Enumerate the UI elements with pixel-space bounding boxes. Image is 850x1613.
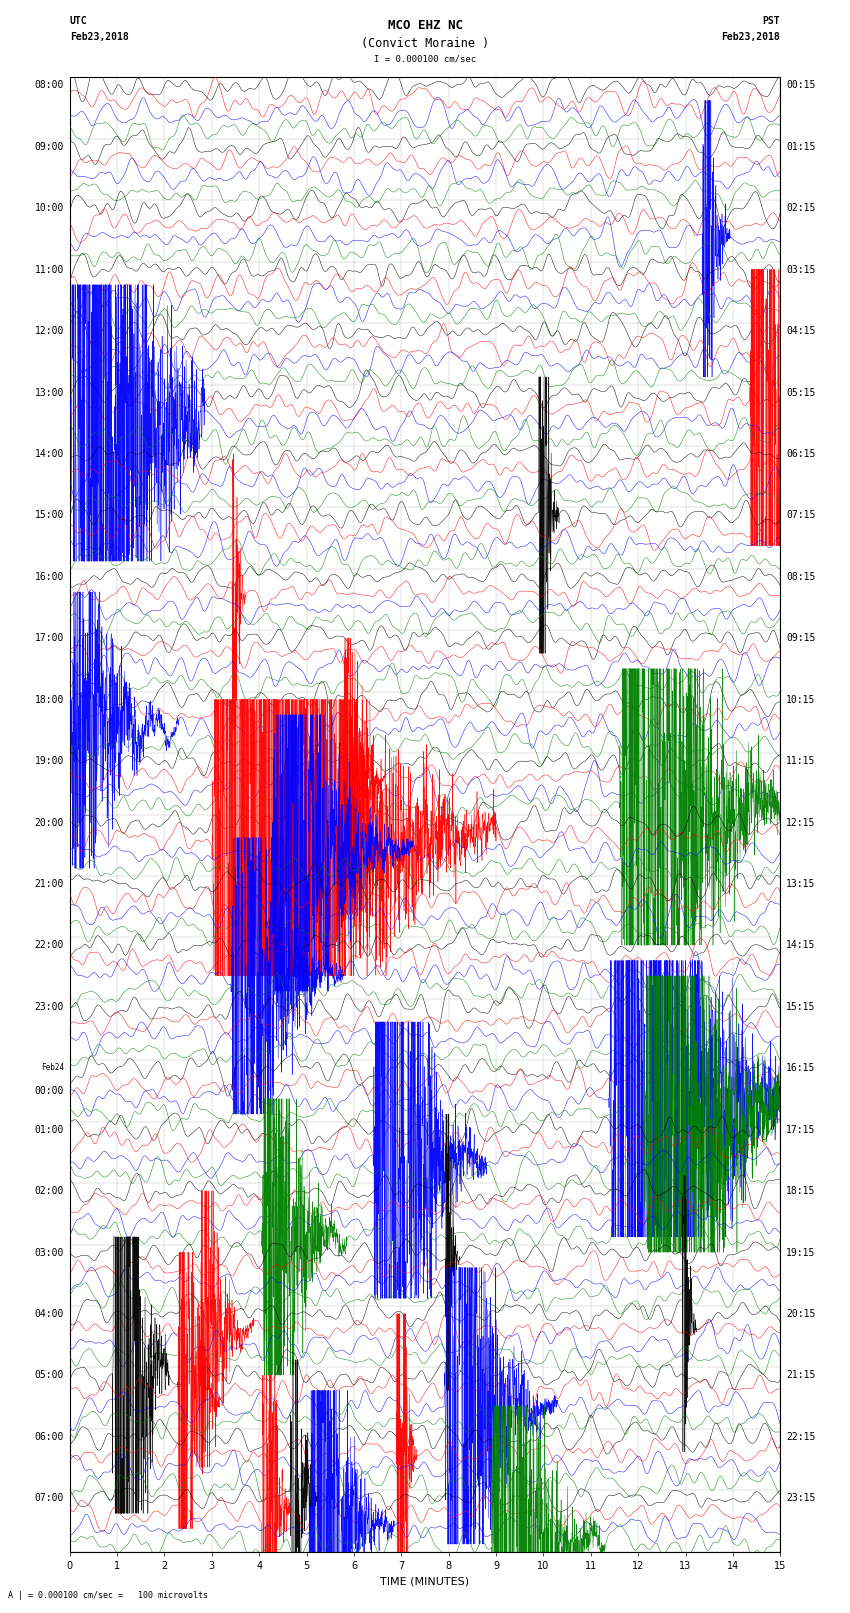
Text: 06:15: 06:15 [786,448,815,460]
Text: 17:00: 17:00 [35,634,64,644]
Text: 18:15: 18:15 [786,1186,815,1197]
Text: 16:00: 16:00 [35,573,64,582]
Text: PST: PST [762,16,780,26]
Text: Feb24: Feb24 [41,1063,64,1073]
Text: 21:15: 21:15 [786,1371,815,1381]
Text: 01:00: 01:00 [35,1124,64,1136]
Bar [70,77,780,1552]
Text: I = 0.000100 cm/sec: I = 0.000100 cm/sec [374,55,476,65]
Text: 08:00: 08:00 [35,81,64,90]
Text: 01:15: 01:15 [786,142,815,152]
Text: UTC: UTC [70,16,88,26]
Text: 20:15: 20:15 [786,1310,815,1319]
Text: 19:00: 19:00 [35,756,64,766]
Text: 12:00: 12:00 [35,326,64,336]
Text: 14:15: 14:15 [786,940,815,950]
Text: 07:15: 07:15 [786,510,815,521]
Text: 22:00: 22:00 [35,940,64,950]
Text: 10:00: 10:00 [35,203,64,213]
Text: 12:15: 12:15 [786,818,815,827]
Text: (Convict Moraine ): (Convict Moraine ) [361,37,489,50]
Text: 20:00: 20:00 [35,818,64,827]
Text: MCO EHZ NC: MCO EHZ NC [388,19,462,32]
Text: 09:15: 09:15 [786,634,815,644]
Text: 00:00: 00:00 [35,1086,64,1097]
Text: 11:00: 11:00 [35,265,64,274]
Text: 07:00: 07:00 [35,1494,64,1503]
Text: 22:15: 22:15 [786,1432,815,1442]
Text: 11:15: 11:15 [786,756,815,766]
Text: 04:00: 04:00 [35,1310,64,1319]
Text: 02:15: 02:15 [786,203,815,213]
Text: 19:15: 19:15 [786,1247,815,1258]
X-axis label: TIME (MINUTES): TIME (MINUTES) [381,1576,469,1586]
Text: 05:15: 05:15 [786,387,815,398]
Text: 15:15: 15:15 [786,1002,815,1011]
Text: Feb23,2018: Feb23,2018 [70,32,128,42]
Text: Feb23,2018: Feb23,2018 [722,32,780,42]
Text: 05:00: 05:00 [35,1371,64,1381]
Text: 21:00: 21:00 [35,879,64,889]
Text: 23:15: 23:15 [786,1494,815,1503]
Text: 09:00: 09:00 [35,142,64,152]
Text: 17:15: 17:15 [786,1124,815,1136]
Text: 10:15: 10:15 [786,695,815,705]
Text: 04:15: 04:15 [786,326,815,336]
Text: 16:15: 16:15 [786,1063,815,1073]
Text: 08:15: 08:15 [786,573,815,582]
Text: 13:00: 13:00 [35,387,64,398]
Text: A | = 0.000100 cm/sec =   100 microvolts: A | = 0.000100 cm/sec = 100 microvolts [8,1590,208,1600]
Text: 06:00: 06:00 [35,1432,64,1442]
Text: 03:00: 03:00 [35,1247,64,1258]
Text: 00:15: 00:15 [786,81,815,90]
Text: 15:00: 15:00 [35,510,64,521]
Text: 13:15: 13:15 [786,879,815,889]
Text: 02:00: 02:00 [35,1186,64,1197]
Text: 14:00: 14:00 [35,448,64,460]
Text: 18:00: 18:00 [35,695,64,705]
Text: 03:15: 03:15 [786,265,815,274]
Text: 23:00: 23:00 [35,1002,64,1011]
